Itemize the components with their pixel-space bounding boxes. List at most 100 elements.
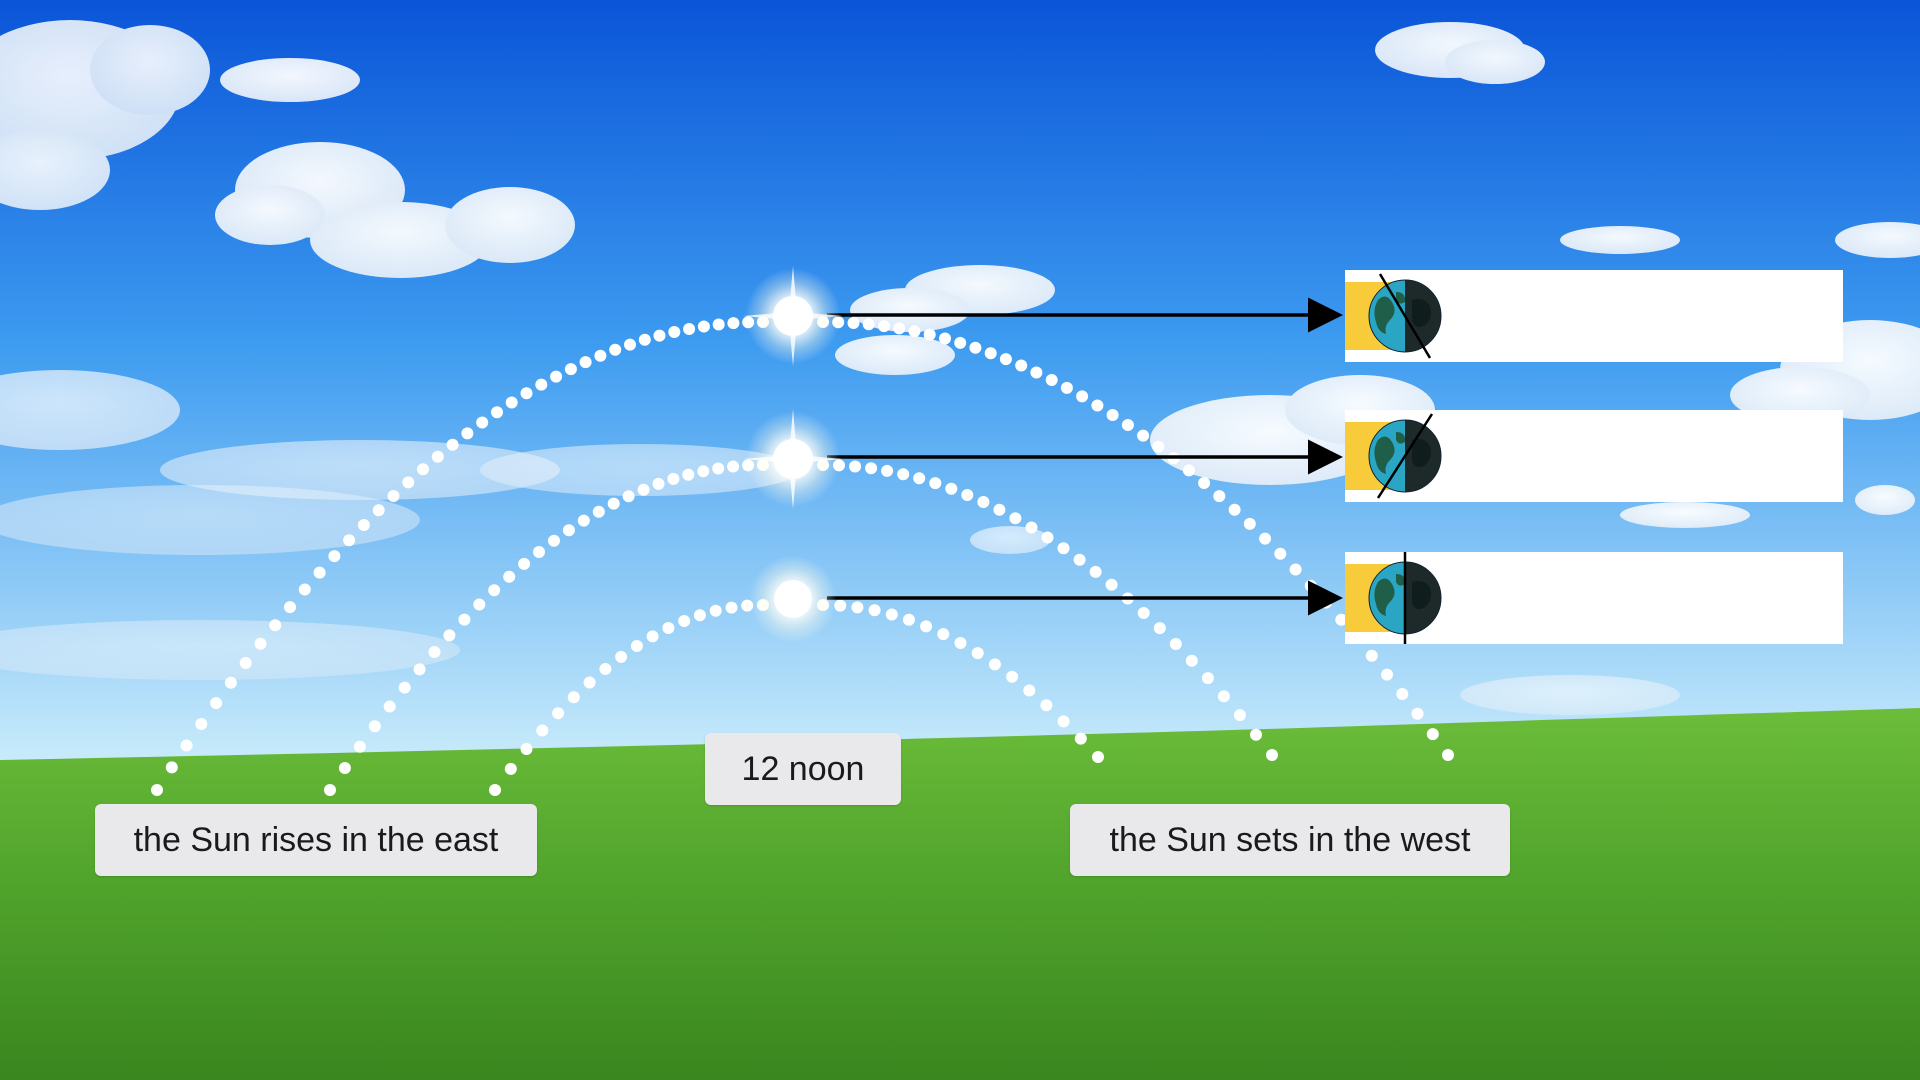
answer-panel-1[interactable] xyxy=(1345,270,1843,362)
path-dot xyxy=(1365,649,1378,662)
path-dot xyxy=(954,336,967,349)
path-dot xyxy=(920,620,933,633)
path-dot xyxy=(727,317,740,330)
path-dot xyxy=(1006,670,1019,683)
path-dot xyxy=(862,318,875,331)
path-dot xyxy=(1057,542,1070,555)
path-dot xyxy=(630,640,643,652)
path-dot xyxy=(937,628,950,641)
path-dot xyxy=(1060,381,1073,394)
path-dot xyxy=(988,658,1001,671)
path-dot xyxy=(417,463,429,476)
path-dot xyxy=(504,762,517,775)
path-dot xyxy=(443,629,456,642)
path-dot xyxy=(1076,390,1089,403)
path-dot xyxy=(902,613,915,626)
path-dot xyxy=(929,477,942,490)
path-dot xyxy=(653,329,666,342)
path-dot xyxy=(615,650,628,663)
sunlight-band xyxy=(1345,564,1407,632)
path-dot xyxy=(1137,607,1150,619)
path-dot xyxy=(1289,563,1302,576)
path-dot xyxy=(1009,512,1022,525)
path-dot xyxy=(458,613,471,626)
path-dot xyxy=(224,676,237,689)
path-dot xyxy=(977,496,990,508)
path-dot xyxy=(1250,728,1262,741)
path-dot xyxy=(609,343,622,356)
path-dot xyxy=(667,472,680,485)
path-dot xyxy=(328,550,341,563)
path-dot xyxy=(849,460,862,473)
sun-icon xyxy=(743,409,843,509)
path-dot xyxy=(971,647,984,660)
path-dot xyxy=(1074,732,1087,745)
path-dot xyxy=(999,353,1012,366)
path-dot xyxy=(338,762,351,774)
path-dot xyxy=(1217,690,1230,703)
path-dot xyxy=(1073,553,1086,566)
path-dot xyxy=(594,349,607,362)
path-dot xyxy=(298,583,311,596)
path-dot xyxy=(851,601,864,614)
path-dot xyxy=(552,707,565,720)
path-dot xyxy=(402,476,415,489)
path-dot xyxy=(865,462,878,475)
path-dot xyxy=(834,599,847,612)
path-dot xyxy=(668,326,681,338)
path-dot xyxy=(1266,749,1278,761)
sunlight-band xyxy=(1345,422,1407,490)
path-dot xyxy=(357,519,370,531)
grass-field xyxy=(0,708,1920,1080)
path-dot xyxy=(165,761,178,774)
path-dot xyxy=(535,378,548,391)
path-dot xyxy=(1182,464,1195,477)
path-dot xyxy=(1091,399,1104,412)
path-dot xyxy=(969,341,982,354)
answer-panel-2[interactable] xyxy=(1345,410,1843,502)
path-dot xyxy=(579,356,592,369)
path-dot xyxy=(697,320,710,333)
path-dot xyxy=(1030,366,1043,379)
path-dot xyxy=(428,646,441,658)
path-dot xyxy=(954,637,967,649)
path-dot xyxy=(1105,578,1118,591)
path-dot xyxy=(413,663,426,676)
path-dot xyxy=(210,697,223,710)
path-dot xyxy=(1152,440,1165,453)
sunset-label: the Sun sets in the west xyxy=(1070,804,1510,876)
path-dot xyxy=(1228,503,1241,516)
path-dot xyxy=(712,318,725,331)
path-dot xyxy=(520,743,533,755)
path-dot xyxy=(1169,638,1182,650)
path-dot xyxy=(1201,672,1214,685)
path-dot xyxy=(269,619,282,632)
path-dot xyxy=(1041,531,1054,544)
path-dot xyxy=(476,416,489,429)
path-dot xyxy=(1089,565,1102,578)
path-dot xyxy=(284,601,296,614)
path-dot xyxy=(868,604,881,617)
path-dot xyxy=(709,604,722,617)
path-dot xyxy=(520,387,533,400)
path-dot xyxy=(1106,409,1119,421)
sun-icon xyxy=(743,266,843,366)
path-dot xyxy=(945,482,958,495)
equinox-path xyxy=(324,459,1278,796)
path-dot xyxy=(622,490,635,503)
path-dot xyxy=(562,524,575,537)
path-dot xyxy=(1335,613,1348,626)
path-dot xyxy=(1233,709,1246,722)
answer-panel-3[interactable] xyxy=(1345,552,1843,644)
path-dot xyxy=(697,465,710,478)
path-dot xyxy=(923,328,936,341)
path-dot xyxy=(1040,699,1053,712)
path-dot xyxy=(1198,477,1211,489)
path-dot xyxy=(387,490,400,502)
path-dot xyxy=(908,325,921,338)
path-dot xyxy=(878,320,890,333)
path-dot xyxy=(1381,668,1393,681)
path-dot xyxy=(637,483,650,496)
path-dot xyxy=(195,718,208,730)
